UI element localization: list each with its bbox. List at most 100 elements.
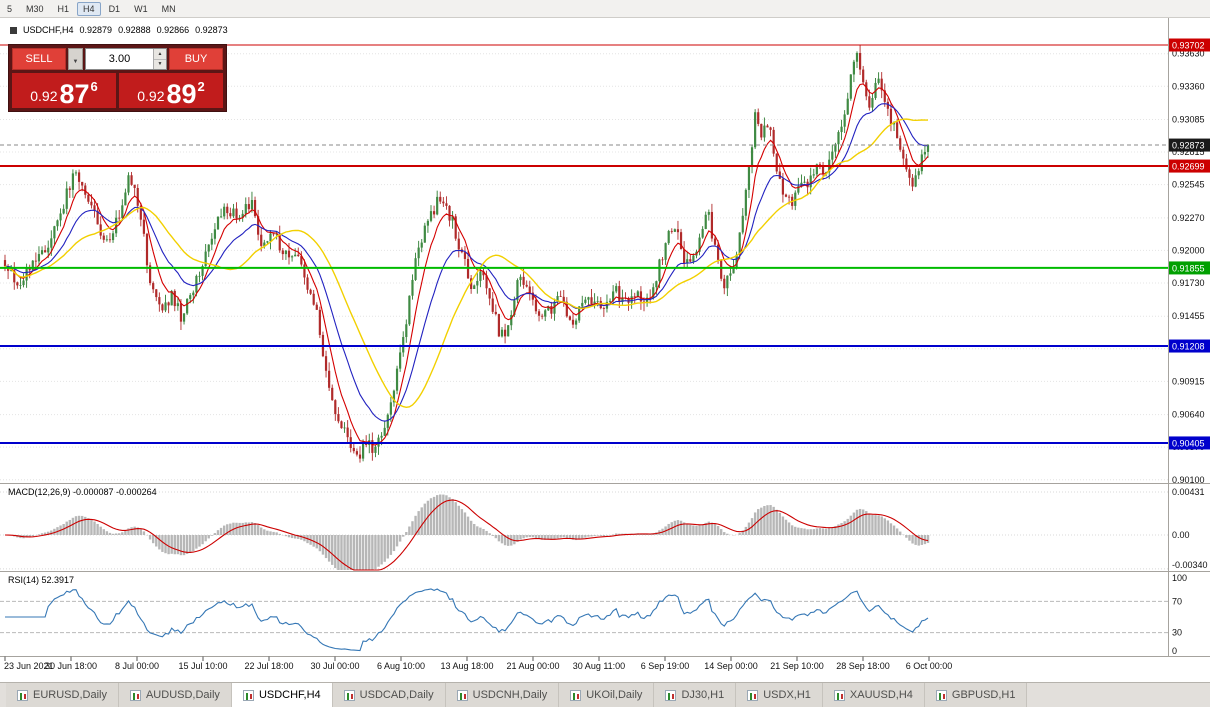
chart-tabs-bar: EURUSD,Daily AUDUSD,Daily USDCHF,H4 USDCAD,…	[0, 682, 1210, 707]
chart-tab-xauusd[interactable]: XAUUSD,H4	[822, 683, 925, 707]
svg-text:0.93630: 0.93630	[1172, 49, 1205, 59]
svg-text:0.90640: 0.90640	[1172, 410, 1205, 420]
svg-text:0.90915: 0.90915	[1172, 376, 1205, 386]
chart-ohlc-title: USDCHF,H4 0.92879 0.92888 0.92866 0.9287…	[10, 25, 228, 35]
svg-text:0.92270: 0.92270	[1172, 213, 1205, 223]
tab-label: USDCNH,Daily	[472, 689, 548, 701]
mini-chart-icon	[17, 689, 28, 701]
timeframe-button-m30[interactable]: M30	[26, 3, 44, 14]
rsi-label: RSI(14) 52.3917	[8, 575, 75, 585]
timeframe-button-5[interactable]: 5	[7, 3, 13, 14]
ohlc-low: 0.92866	[156, 25, 190, 35]
chart-tab-usdcad[interactable]: USDCAD,Daily	[332, 683, 446, 707]
svg-text:15 Jul 10:00: 15 Jul 10:00	[178, 661, 227, 671]
svg-text:0.90100: 0.90100	[1172, 475, 1205, 485]
chart-tab-usdchf[interactable]: USDCHF,H4	[231, 683, 333, 707]
svg-text:0.93360: 0.93360	[1172, 81, 1205, 91]
mini-chart-icon	[833, 689, 845, 701]
svg-text:0.93702: 0.93702	[1172, 41, 1205, 51]
svg-text:21 Aug 00:00: 21 Aug 00:00	[506, 661, 559, 671]
svg-text:0.92699: 0.92699	[1172, 162, 1205, 172]
order-type-dropdown[interactable]	[68, 48, 83, 70]
svg-text:0.92815: 0.92815	[1172, 147, 1205, 157]
spinner-up-icon[interactable]	[154, 49, 166, 60]
mini-chart-icon	[456, 689, 468, 701]
svg-text:0.92545: 0.92545	[1172, 180, 1205, 190]
buy-price-pip: 2	[197, 79, 205, 94]
tab-label: USDCAD,Daily	[359, 689, 434, 701]
svg-text:0.00: 0.00	[1172, 530, 1190, 540]
svg-text:21 Sep 10:00: 21 Sep 10:00	[770, 661, 824, 671]
mini-chart-icon	[665, 689, 677, 701]
chart-tab-gbpusd[interactable]: GBPUSD,H1	[924, 683, 1028, 707]
svg-text:30 Jul 00:00: 30 Jul 00:00	[310, 661, 359, 671]
chart-tab-usdx[interactable]: USDX,H1	[736, 683, 823, 707]
buy-price-prefix: 0.92	[137, 88, 165, 105]
symbol-icon	[10, 26, 17, 34]
svg-text:0: 0	[1172, 646, 1177, 656]
svg-text:8 Jul 00:00: 8 Jul 00:00	[115, 661, 159, 671]
tab-label: USDX,H1	[763, 689, 811, 701]
tab-label: GBPUSD,H1	[951, 689, 1016, 701]
timeframe-button-h4[interactable]: H4	[77, 1, 101, 16]
timeframe-button-w1[interactable]: W1	[134, 3, 148, 14]
svg-text:0.92873: 0.92873	[1172, 141, 1205, 151]
svg-text:0.90405: 0.90405	[1172, 438, 1205, 448]
ohlc-high: 0.92888	[118, 25, 151, 35]
timeframe-toolbar: 5 M30 H1 H4 D1 W1 MN	[0, 0, 1210, 18]
svg-text:70: 70	[1172, 596, 1182, 606]
svg-text:6 Oct 00:00: 6 Oct 00:00	[906, 661, 953, 671]
chevron-down-icon	[73, 50, 79, 68]
sell-price-prefix: 0.92	[30, 88, 58, 105]
tab-label: UKOil,Daily	[586, 689, 643, 701]
volume-spinner[interactable]	[153, 49, 166, 69]
tab-label: EURUSD,Daily	[33, 689, 107, 701]
sell-price-display[interactable]: 0.92 87 6	[12, 73, 116, 108]
chart-tab-eurusd[interactable]: EURUSD,Daily	[6, 683, 119, 707]
timeframe-button-d1[interactable]: D1	[108, 3, 121, 14]
svg-text:13 Aug 18:00: 13 Aug 18:00	[440, 661, 493, 671]
chart-symbol: USDCHF,H4	[23, 25, 74, 35]
tab-label: AUDUSD,Daily	[145, 689, 220, 701]
mini-chart-icon	[242, 689, 254, 701]
svg-text:0.91730: 0.91730	[1172, 278, 1205, 288]
mini-chart-icon	[343, 689, 355, 701]
svg-text:30 Jun 18:00: 30 Jun 18:00	[45, 661, 97, 671]
timeframe-buttons: 5 M30 H1 H4 D1 W1 MN	[1, 1, 182, 16]
macd-label: MACD(12,26,9) -0.000087 -0.000264	[8, 487, 157, 497]
trade-prices-row: 0.92 87 6 0.92 89 2	[12, 73, 223, 108]
svg-text:30 Aug 11:00: 30 Aug 11:00	[573, 661, 625, 671]
svg-text:-0.00340: -0.00340	[1172, 560, 1208, 570]
spinner-down-icon[interactable]	[154, 59, 166, 69]
timeframe-button-mn[interactable]: MN	[161, 3, 176, 14]
ohlc-open: 0.92879	[79, 25, 113, 35]
timeframe-button-h1[interactable]: H1	[57, 3, 70, 14]
ohlc-close: 0.92873	[195, 25, 228, 35]
svg-text:0.00431: 0.00431	[1172, 487, 1205, 497]
sell-button[interactable]: SELL	[12, 48, 66, 70]
volume-input[interactable]: 3.00	[85, 48, 167, 70]
chart-tab-ukoil[interactable]: UKOil,Daily	[559, 683, 655, 707]
svg-text:0.92000: 0.92000	[1172, 245, 1205, 255]
chart-tab-audusd[interactable]: AUDUSD,Daily	[118, 683, 232, 707]
svg-text:23 Jun 2021: 23 Jun 2021	[4, 661, 54, 671]
buy-button[interactable]: BUY	[169, 48, 223, 70]
mini-chart-icon	[570, 689, 582, 701]
svg-text:22 Jul 18:00: 22 Jul 18:00	[244, 661, 293, 671]
volume-value[interactable]: 3.00	[108, 53, 131, 65]
tab-label: USDCHF,H4	[258, 689, 321, 701]
chart-tab-dj30[interactable]: DJ30,H1	[654, 683, 737, 707]
tab-label: DJ30,H1	[681, 689, 725, 701]
buy-price-display[interactable]: 0.92 89 2	[119, 73, 223, 108]
trade-controls-row: SELL 3.00 BUY	[12, 48, 223, 70]
chart-tab-usdcnh[interactable]: USDCNH,Daily	[445, 683, 560, 707]
svg-text:28 Sep 18:00: 28 Sep 18:00	[836, 661, 890, 671]
svg-text:0.91855: 0.91855	[1172, 263, 1205, 273]
tab-label: XAUUSD,H4	[849, 689, 913, 701]
mini-chart-icon	[747, 689, 759, 701]
svg-text:0.93085: 0.93085	[1172, 114, 1205, 124]
svg-text:0.91455: 0.91455	[1172, 311, 1205, 321]
